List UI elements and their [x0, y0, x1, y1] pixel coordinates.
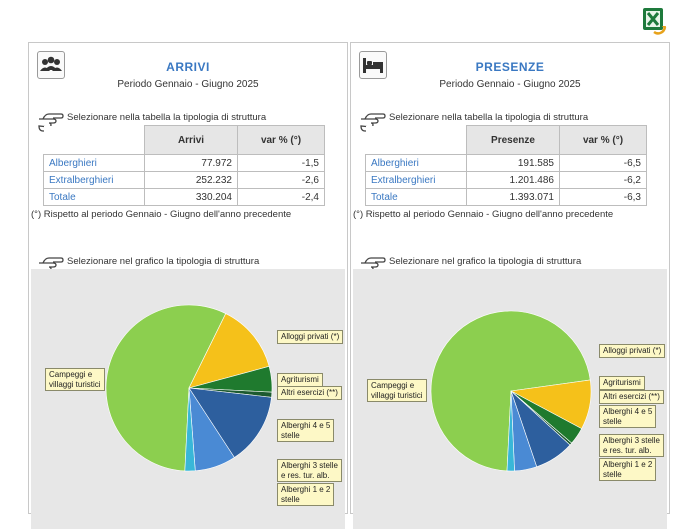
row-value: 1.201.486 — [466, 171, 560, 189]
excel-export-icon — [643, 8, 667, 35]
column-header: var % (°) — [559, 125, 647, 155]
table-row[interactable]: Extralberghieri 252.232 -2,6 — [43, 171, 325, 189]
callout-alberghi-4-5[interactable]: Alberghi 4 e 5 stelle — [277, 419, 335, 442]
callout-campeggi[interactable]: Campeggi e villaggi turistici — [45, 368, 105, 391]
slice-campeggi[interactable] — [105, 304, 227, 472]
row-variation: -2,4 — [237, 188, 325, 206]
arrivi-panel: ARRIVI Periodo Gennaio - Giugno 2025 Sel… — [28, 42, 348, 529]
chart-hint: Selezionare nel grafico la tipologia di … — [389, 256, 582, 267]
presenze-panel: PRESENZE Periodo Gennaio - Giugno 2025 S… — [350, 42, 670, 529]
row-value: 191.585 — [466, 154, 560, 172]
table-row[interactable]: Alberghieri 191.585 -6,5 — [365, 154, 647, 172]
row-variation: -6,2 — [559, 171, 647, 189]
row-variation: -2,6 — [237, 171, 325, 189]
row-label-alberghieri[interactable]: Alberghieri — [43, 154, 145, 172]
callout-campeggi[interactable]: Campeggi e villaggi turistici — [367, 379, 427, 402]
row-label-alberghieri[interactable]: Alberghieri — [365, 154, 467, 172]
callout-alberghi-4-5[interactable]: Alberghi 4 e 5 stelle — [599, 405, 657, 428]
row-value: 77.972 — [144, 154, 238, 172]
column-header: Arrivi — [144, 125, 238, 155]
people-icon — [37, 51, 65, 79]
panel-title: PRESENZE — [475, 60, 545, 74]
presenze-pie-chart[interactable]: Campeggi e villaggi turistici Alloggi pri… — [353, 269, 667, 529]
row-value: 252.232 — [144, 171, 238, 189]
callout-alloggi[interactable]: Alloggi privati (*) — [599, 344, 666, 358]
callout-alberghi-3[interactable]: Alberghi 3 stelle e res. tur. alb. — [599, 434, 664, 457]
callout-alberghi-3[interactable]: Alberghi 3 stelle e res. tur. alb. — [277, 459, 342, 482]
row-label-totale[interactable]: Totale — [43, 188, 145, 206]
slice-alberghi-1-2[interactable] — [184, 387, 196, 472]
chart-hint: Selezionare nel grafico la tipologia di … — [67, 256, 260, 267]
row-label-extralberghieri[interactable]: Extralberghieri — [365, 171, 467, 189]
row-value: 1.393.071 — [466, 188, 560, 206]
slice-alberghi-1-2[interactable] — [506, 390, 515, 472]
slice-alberghi-4-5[interactable] — [188, 387, 272, 458]
panel-title: ARRIVI — [166, 60, 210, 74]
row-label-totale[interactable]: Totale — [365, 188, 467, 206]
table-row[interactable]: Totale 1.393.071 -6,3 — [365, 188, 647, 206]
footnote: (°) Rispetto al periodo Gennaio - Giugno… — [353, 209, 614, 220]
callout-alberghi-1-2[interactable]: Alberghi 1 e 2 stelle — [599, 458, 657, 481]
callout-altri[interactable]: Altri esercizi (**) — [599, 390, 664, 404]
callout-agriturismi[interactable]: Agriturismi — [599, 376, 645, 390]
arrivi-table: Arrivi var % (°) Alberghieri 77.972 -1,5… — [43, 125, 325, 206]
period-label: Periodo Gennaio - Giugno 2025 — [117, 79, 259, 90]
row-label-extralberghieri[interactable]: Extralberghieri — [43, 171, 145, 189]
footnote: (°) Rispetto al periodo Gennaio - Giugno… — [31, 209, 292, 220]
table-hint: Selezionare nella tabella la tipologia d… — [389, 112, 589, 123]
bed-icon — [359, 51, 387, 79]
table-hint: Selezionare nella tabella la tipologia d… — [67, 112, 267, 123]
column-header: var % (°) — [237, 125, 325, 155]
presenze-table: Presenze var % (°) Alberghieri 191.585 -… — [365, 125, 647, 206]
slice-alloggi[interactable] — [188, 313, 270, 389]
row-variation: -1,5 — [237, 154, 325, 172]
callout-alloggi[interactable]: Alloggi privati (*) — [277, 330, 344, 344]
period-label: Periodo Gennaio - Giugno 2025 — [439, 79, 581, 90]
callout-agriturismi[interactable]: Agriturismi — [277, 373, 323, 387]
excel-export-button[interactable] — [640, 6, 668, 36]
row-variation: -6,3 — [559, 188, 647, 206]
table-row[interactable]: Totale 330.204 -2,4 — [43, 188, 325, 206]
callout-alberghi-1-2[interactable]: Alberghi 1 e 2 stelle — [277, 483, 335, 506]
table-row[interactable]: Alberghieri 77.972 -1,5 — [43, 154, 325, 172]
callout-altri[interactable]: Altri esercizi (**) — [277, 386, 342, 400]
arrivi-pie-chart[interactable]: Campeggi e villaggi turistici Alloggi pri… — [31, 269, 345, 529]
row-variation: -6,5 — [559, 154, 647, 172]
row-value: 330.204 — [144, 188, 238, 206]
column-header: Presenze — [466, 125, 560, 155]
table-row[interactable]: Extralberghieri 1.201.486 -6,2 — [365, 171, 647, 189]
